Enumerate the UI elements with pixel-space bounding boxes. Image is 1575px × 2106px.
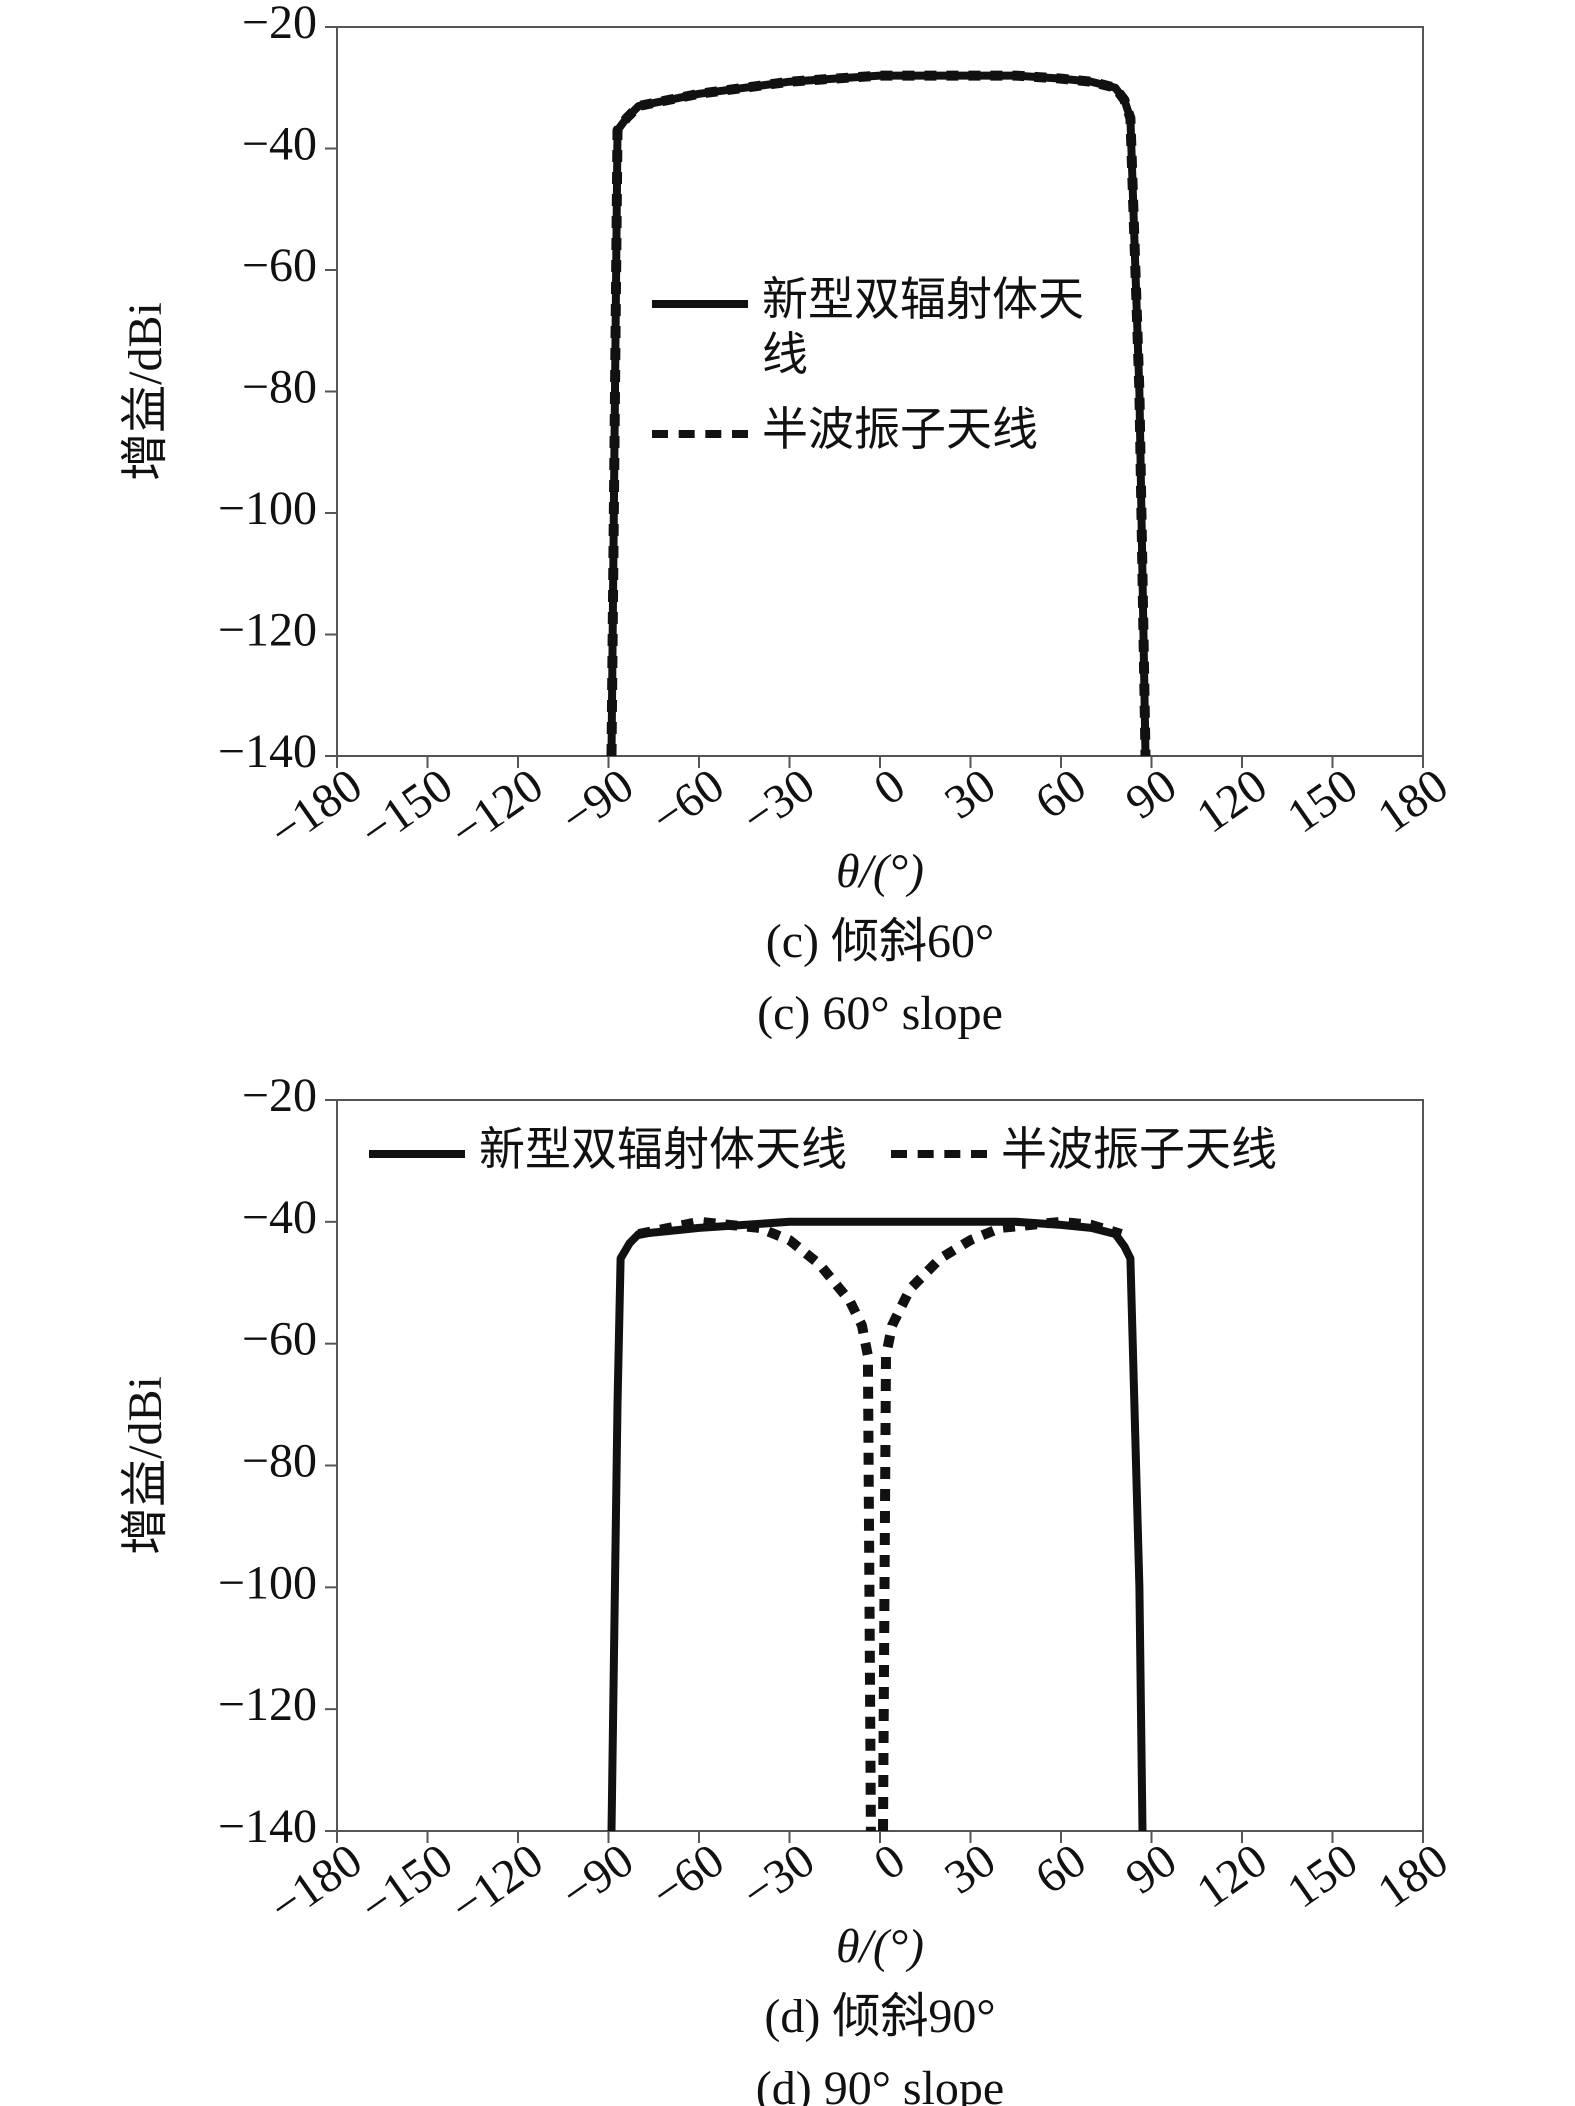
legend-swatch [652,429,748,438]
legend-swatch [652,299,748,308]
x-tick-label: −150 [351,1834,463,1934]
x-tick-label: −120 [441,1834,553,1934]
y-axis-title: 增益/dBi [119,1376,172,1555]
y-tick-label: −120 [218,604,317,657]
y-tick-label: −100 [218,482,317,535]
series-line [637,1216,1123,1832]
legend-swatch [891,1150,987,1158]
legend-label: 半波振子天线 [762,403,1038,455]
legend-label: 新型双辐射体天线 [479,1124,847,1175]
y-tick-label: −80 [242,1435,317,1488]
legend-item: 新型双辐射体天线 [652,272,1122,382]
legend-item: 新型双辐射体天线 [369,1122,847,1177]
x-tick-label: 0 [865,1834,915,1891]
y-tick-label: −140 [218,1800,317,1853]
caption: (d) 倾斜90° [764,1990,995,2043]
y-tick-label: −140 [218,725,317,778]
x-tick-label: 30 [935,1834,1005,1905]
y-axis-title: 增益/dBi [119,302,172,481]
x-tick-label: −150 [351,759,463,859]
y-tick-label: −20 [242,0,317,49]
x-axis-title: θ/(°) [836,845,924,898]
x-tick-label: 60 [1026,1834,1096,1905]
x-tick-label: −30 [732,759,824,845]
x-tick-label: −90 [551,1834,643,1920]
legend-swatch [369,1150,465,1158]
x-tick-label: 90 [1116,1834,1186,1905]
legend-item: 半波振子天线 [652,402,1122,457]
x-tick-label: −120 [441,759,553,859]
x-tick-label: 60 [1026,759,1096,830]
legend-item: 半波振子天线 [891,1122,1277,1177]
x-tick-label: 30 [935,759,1005,830]
x-tick-label: 90 [1116,759,1186,830]
caption: (c) 60° slope [757,987,1003,1040]
x-tick-label: 0 [865,759,915,816]
y-tick-label: −60 [242,1313,317,1366]
series-line [607,71,1150,757]
x-tick-label: −90 [551,759,643,845]
x-tick-label: −30 [732,1834,824,1920]
plot-frame [336,1099,1424,1832]
y-tick-label: −100 [218,1556,317,1609]
legend: 新型双辐射体天线 半波振子天线 [369,1122,1277,1177]
x-tick-label: 150 [1278,1834,1367,1919]
legend-label: 新型双辐射体天线 [762,273,1084,380]
x-tick-label: 180 [1368,759,1457,844]
y-tick-label: −120 [218,1678,317,1731]
x-tick-label: 120 [1187,1834,1276,1919]
y-tick-label: −20 [242,1069,317,1122]
x-tick-label: −60 [642,759,734,845]
caption: (c) 倾斜60° [766,915,994,968]
y-tick-label: −80 [242,361,317,414]
legend: 半波振子天线 新型双辐射体天线 [652,272,1122,458]
series-line [607,1217,1147,1832]
x-tick-label: 180 [1368,1834,1457,1919]
x-axis-title: θ/(°) [836,1920,924,1973]
legend-label: 半波振子天线 [1001,1124,1277,1175]
caption: (d) 90° slope [756,2062,1004,2106]
x-tick-label: 150 [1278,759,1367,844]
x-tick-label: −60 [642,1834,734,1920]
y-tick-label: −40 [242,118,317,171]
y-tick-label: −60 [242,239,317,292]
x-tick-label: 120 [1187,759,1276,844]
y-tick-label: −40 [242,1191,317,1244]
